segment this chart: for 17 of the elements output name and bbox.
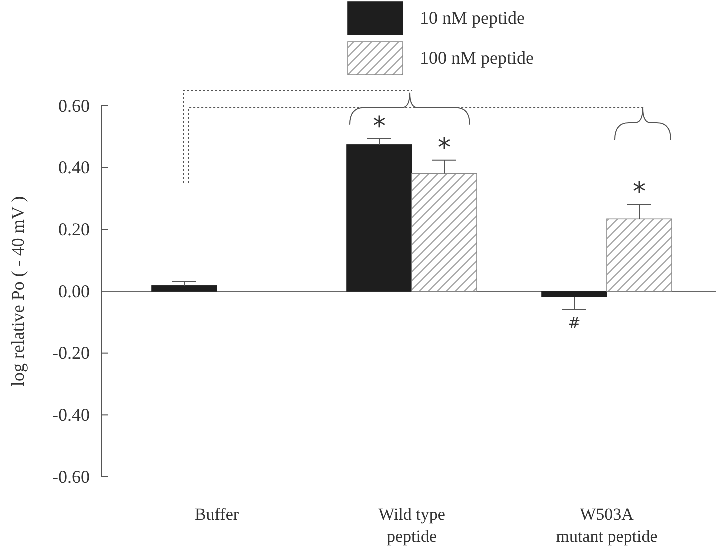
x-tick-label: Buffer [194,505,240,524]
y-tick-label: 0.00 [58,281,90,302]
data-label: * [633,178,646,208]
y-tick-label: -0.60 [52,466,90,487]
y-tick-label: -0.20 [52,343,90,364]
legend-label: 100 nM peptide [420,48,534,68]
legend-label: 10 nM peptide [420,8,525,28]
y-tick-label: 0.20 [58,219,90,240]
y-tick-label: 0.40 [58,158,90,178]
y-tick-label: 0.60 [58,96,90,116]
data-label: # [568,314,581,332]
y-tick-label: -0.40 [52,404,90,425]
data-label: * [438,133,451,164]
x-tick-label: W503A mutant peptide [556,505,658,546]
y-axis-title: log relative Po ( - 40 mV ) [8,196,28,387]
data-label: * [373,112,386,142]
x-tick-label: Wild type peptide [378,505,446,546]
